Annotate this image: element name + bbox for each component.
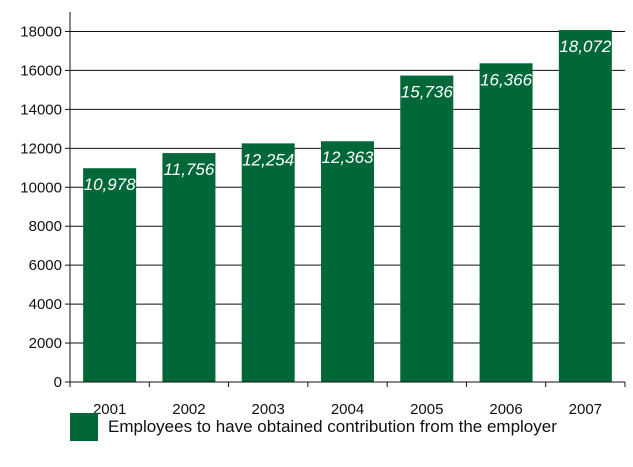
y-tick-label: 0	[54, 374, 62, 391]
y-tick-label: 16000	[20, 62, 62, 79]
y-tick-label: 18000	[20, 23, 62, 40]
legend: Employees to have obtained contribution …	[70, 410, 557, 444]
bars	[83, 30, 612, 382]
x-tick-label-2006: 2006	[489, 401, 522, 418]
data-label-2007: 18,072	[559, 37, 612, 56]
x-tick-label-2004: 2004	[331, 401, 364, 418]
data-label-2003: 12,254	[242, 150, 294, 169]
y-tick-label: 4000	[29, 296, 62, 313]
y-tick-label: 2000	[29, 335, 62, 352]
x-tick-label-2001: 2001	[93, 401, 126, 418]
bar-2004	[321, 141, 374, 382]
y-tick-label: 12000	[20, 140, 62, 157]
data-labels: 10,978 11,756 12,254 12,363 15,736 16,366 18,0…	[84, 37, 612, 194]
y-tick-label: 14000	[20, 101, 62, 118]
y-tick-label: 6000	[29, 257, 62, 274]
bar-2007	[558, 30, 612, 382]
legend-swatch	[70, 413, 98, 441]
x-tick-label-2002: 2002	[172, 401, 205, 418]
bar-2002	[162, 153, 216, 382]
y-tick-label: 10000	[20, 179, 62, 196]
data-label-2006: 16,366	[480, 70, 533, 89]
bar-2006	[479, 63, 533, 382]
data-label-2005: 15,736	[401, 83, 454, 102]
bar-2005	[400, 75, 454, 382]
data-label-2001: 10,978	[84, 175, 137, 194]
x-tick-label-2003: 2003	[252, 401, 285, 418]
legend-label: Employees to have obtained contribution …	[108, 417, 557, 436]
bar-2003	[241, 143, 295, 382]
bar-2001	[83, 168, 137, 382]
y-tick-label: 8000	[29, 218, 62, 235]
data-label-2004: 12,363	[322, 148, 375, 167]
axes: 0 2000 4000 6000 8000 10000 12000 14000 16000 180…	[20, 12, 626, 418]
x-tick-label-2007: 2007	[569, 401, 602, 418]
x-tick-label-2005: 2005	[410, 401, 443, 418]
data-label-2002: 11,756	[164, 160, 215, 179]
